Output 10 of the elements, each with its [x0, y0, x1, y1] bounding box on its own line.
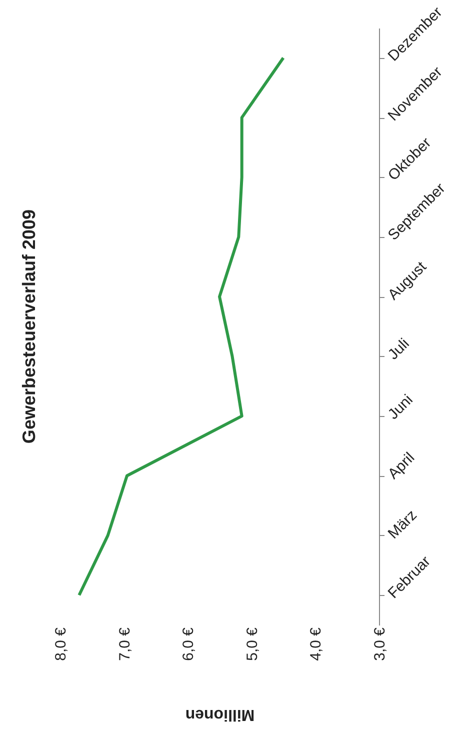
x-tick-label: 6,0 €	[180, 626, 198, 661]
y-tick-label: Juli	[384, 335, 413, 364]
text: Gewerbesteuerverlauf 2009	[19, 209, 39, 444]
x-tick-label: 4,0 €	[308, 626, 325, 661]
y-tick-label: Juni	[384, 391, 416, 423]
x-tick-label: 3,0 €	[372, 626, 388, 661]
x-axis-title: Millionen	[185, 706, 255, 723]
x-tick-label: 7,0 €	[116, 626, 134, 661]
x-tick-label: 8,0 €	[52, 626, 70, 661]
x-tick-label: 5,0 €	[244, 626, 261, 661]
